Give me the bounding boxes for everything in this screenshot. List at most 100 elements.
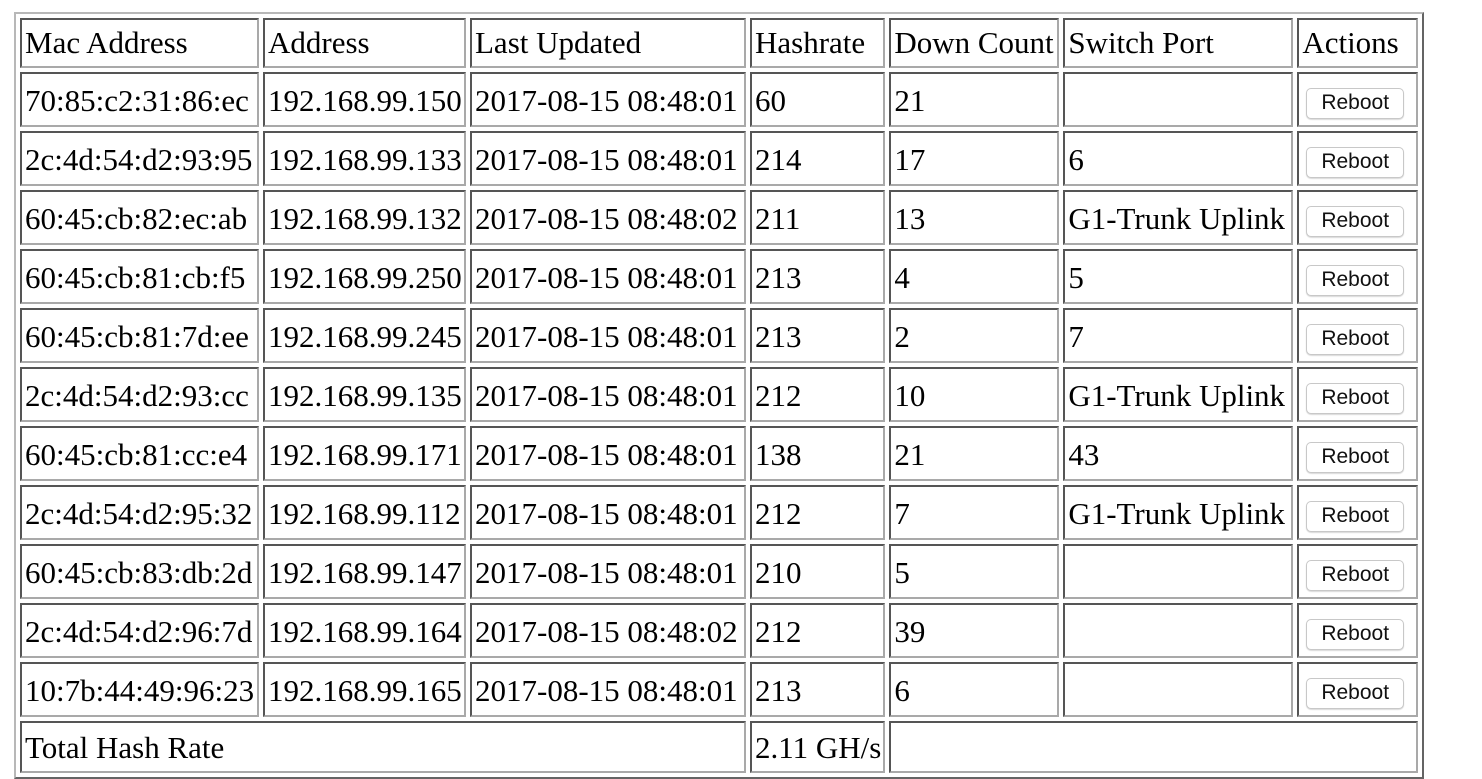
cell-hashrate: 213 xyxy=(750,662,886,717)
cell-ip-address: 192.168.99.133 xyxy=(263,131,466,186)
table-row: 2c:4d:54:d2:95:32 192.168.99.112 2017-08-1… xyxy=(20,485,1419,540)
header-last-updated: Last Updated xyxy=(470,18,746,68)
reboot-button[interactable]: Reboot xyxy=(1306,147,1405,178)
cell-down-count: 4 xyxy=(889,249,1060,304)
cell-last-updated: 2017-08-15 08:48:02 xyxy=(470,190,746,245)
cell-switch-port: 5 xyxy=(1063,249,1294,304)
cell-switch-port xyxy=(1063,603,1294,658)
cell-hashrate: 60 xyxy=(750,72,886,127)
table-header-row: Mac Address Address Last Updated Hashrat… xyxy=(20,18,1419,68)
table-row: 2c:4d:54:d2:96:7d 192.168.99.164 2017-08-1… xyxy=(20,603,1419,658)
cell-ip-address: 192.168.99.147 xyxy=(263,544,466,599)
cell-ip-address: 192.168.99.112 xyxy=(263,485,466,540)
cell-actions: Reboot xyxy=(1297,249,1419,304)
cell-last-updated: 2017-08-15 08:48:01 xyxy=(470,308,746,363)
cell-last-updated: 2017-08-15 08:48:01 xyxy=(470,544,746,599)
table-row: 10:7b:44:49:96:23 192.168.99.165 2017-08-1… xyxy=(20,662,1419,717)
cell-mac-address: 2c:4d:54:d2:95:32 xyxy=(20,485,259,540)
header-address: Address xyxy=(263,18,466,68)
cell-down-count: 21 xyxy=(889,426,1060,481)
cell-hashrate: 138 xyxy=(750,426,886,481)
cell-last-updated: 2017-08-15 08:48:01 xyxy=(470,485,746,540)
cell-hashrate: 212 xyxy=(750,603,886,658)
cell-down-count: 2 xyxy=(889,308,1060,363)
cell-mac-address: 60:45:cb:81:cb:f5 xyxy=(20,249,259,304)
table-row: 60:45:cb:81:cc:e4 192.168.99.171 2017-08-1… xyxy=(20,426,1419,481)
cell-actions: Reboot xyxy=(1297,131,1419,186)
reboot-button[interactable]: Reboot xyxy=(1306,324,1405,355)
table-footer-row: Total Hash Rate 2.11 GH/s xyxy=(20,721,1419,773)
cell-hashrate: 210 xyxy=(750,544,886,599)
cell-last-updated: 2017-08-15 08:48:01 xyxy=(470,249,746,304)
cell-switch-port: 6 xyxy=(1063,131,1294,186)
cell-hashrate: 212 xyxy=(750,485,886,540)
reboot-button[interactable]: Reboot xyxy=(1306,88,1405,119)
total-hash-rate-label: Total Hash Rate xyxy=(20,721,746,773)
cell-mac-address: 10:7b:44:49:96:23 xyxy=(20,662,259,717)
cell-mac-address: 60:45:cb:81:7d:ee xyxy=(20,308,259,363)
miner-table-wrapper: Mac Address Address Last Updated Hashrat… xyxy=(14,12,1425,779)
cell-ip-address: 192.168.99.135 xyxy=(263,367,466,422)
cell-ip-address: 192.168.99.132 xyxy=(263,190,466,245)
cell-actions: Reboot xyxy=(1297,367,1419,422)
cell-mac-address: 60:45:cb:82:ec:ab xyxy=(20,190,259,245)
cell-last-updated: 2017-08-15 08:48:01 xyxy=(470,367,746,422)
table-body: 70:85:c2:31:86:ec 192.168.99.150 2017-08-1… xyxy=(20,72,1419,717)
cell-switch-port: 7 xyxy=(1063,308,1294,363)
reboot-button[interactable]: Reboot xyxy=(1306,206,1405,237)
reboot-button[interactable]: Reboot xyxy=(1306,560,1405,591)
cell-hashrate: 213 xyxy=(750,249,886,304)
footer-empty-cell xyxy=(889,721,1419,773)
reboot-button[interactable]: Reboot xyxy=(1306,383,1405,414)
table-row: 60:45:cb:82:ec:ab 192.168.99.132 2017-08-1… xyxy=(20,190,1419,245)
cell-switch-port: G1-Trunk Uplink xyxy=(1063,190,1294,245)
table-row: 70:85:c2:31:86:ec 192.168.99.150 2017-08-1… xyxy=(20,72,1419,127)
cell-actions: Reboot xyxy=(1297,485,1419,540)
cell-ip-address: 192.168.99.245 xyxy=(263,308,466,363)
table-row: 2c:4d:54:d2:93:95 192.168.99.133 2017-08-1… xyxy=(20,131,1419,186)
cell-actions: Reboot xyxy=(1297,190,1419,245)
cell-actions: Reboot xyxy=(1297,662,1419,717)
table-row: 60:45:cb:81:7d:ee 192.168.99.245 2017-08-1… xyxy=(20,308,1419,363)
cell-mac-address: 60:45:cb:81:cc:e4 xyxy=(20,426,259,481)
cell-down-count: 13 xyxy=(889,190,1060,245)
reboot-button[interactable]: Reboot xyxy=(1306,678,1405,709)
reboot-button[interactable]: Reboot xyxy=(1306,442,1405,473)
reboot-button[interactable]: Reboot xyxy=(1306,265,1405,296)
cell-actions: Reboot xyxy=(1297,308,1419,363)
cell-ip-address: 192.168.99.150 xyxy=(263,72,466,127)
header-mac-address: Mac Address xyxy=(20,18,259,68)
cell-down-count: 17 xyxy=(889,131,1060,186)
cell-hashrate: 211 xyxy=(750,190,886,245)
cell-hashrate: 212 xyxy=(750,367,886,422)
cell-switch-port: G1-Trunk Uplink xyxy=(1063,367,1294,422)
cell-actions: Reboot xyxy=(1297,544,1419,599)
header-actions: Actions xyxy=(1297,18,1419,68)
cell-mac-address: 2c:4d:54:d2:93:cc xyxy=(20,367,259,422)
cell-down-count: 39 xyxy=(889,603,1060,658)
cell-ip-address: 192.168.99.165 xyxy=(263,662,466,717)
cell-switch-port xyxy=(1063,72,1294,127)
cell-last-updated: 2017-08-15 08:48:01 xyxy=(470,72,746,127)
table-row: 60:45:cb:81:cb:f5 192.168.99.250 2017-08-1… xyxy=(20,249,1419,304)
miner-table: Mac Address Address Last Updated Hashrat… xyxy=(14,12,1425,779)
cell-last-updated: 2017-08-15 08:48:01 xyxy=(470,131,746,186)
cell-ip-address: 192.168.99.164 xyxy=(263,603,466,658)
cell-down-count: 5 xyxy=(889,544,1060,599)
table-row: 2c:4d:54:d2:93:cc 192.168.99.135 2017-08-1… xyxy=(20,367,1419,422)
cell-mac-address: 2c:4d:54:d2:93:95 xyxy=(20,131,259,186)
cell-switch-port xyxy=(1063,544,1294,599)
cell-down-count: 21 xyxy=(889,72,1060,127)
cell-mac-address: 70:85:c2:31:86:ec xyxy=(20,72,259,127)
reboot-button[interactable]: Reboot xyxy=(1306,619,1405,650)
reboot-button[interactable]: Reboot xyxy=(1306,501,1405,532)
cell-hashrate: 214 xyxy=(750,131,886,186)
header-hashrate: Hashrate xyxy=(750,18,886,68)
cell-last-updated: 2017-08-15 08:48:02 xyxy=(470,603,746,658)
cell-down-count: 6 xyxy=(889,662,1060,717)
table-row: 60:45:cb:83:db:2d 192.168.99.147 2017-08-1… xyxy=(20,544,1419,599)
cell-actions: Reboot xyxy=(1297,426,1419,481)
total-hash-rate-value: 2.11 GH/s xyxy=(750,721,886,773)
cell-down-count: 10 xyxy=(889,367,1060,422)
cell-actions: Reboot xyxy=(1297,603,1419,658)
